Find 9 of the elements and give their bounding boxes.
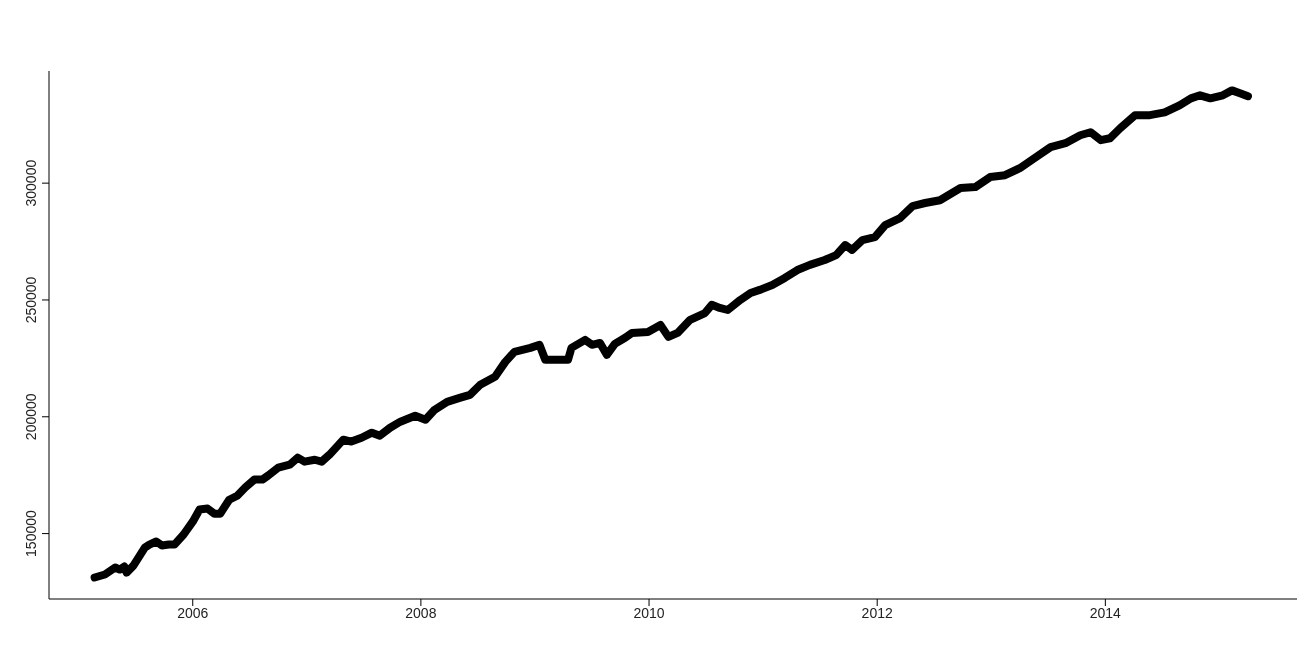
- y-tick-label: 200000: [23, 393, 39, 441]
- y-tick-label: 150000: [23, 510, 39, 557]
- y-tick-label: 300000: [23, 159, 39, 207]
- x-tick-label: 2010: [633, 604, 665, 621]
- y-tick-label: 250000: [23, 276, 39, 324]
- x-tick-label: 2008: [405, 604, 437, 621]
- x-tick-label: 2006: [177, 604, 209, 621]
- x-tick-label: 2014: [1089, 604, 1122, 621]
- x-tick-label: 2012: [861, 604, 893, 621]
